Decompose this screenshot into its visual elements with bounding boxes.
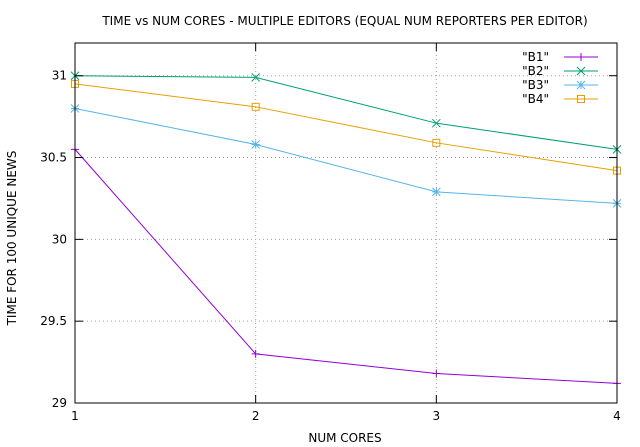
x-tick-label: 4 (613, 409, 621, 423)
axis-ticks: 29 29.5 30 30.5 31 1 2 3 4 (40, 43, 621, 423)
data-point (577, 53, 585, 61)
data-point (576, 80, 586, 90)
series-line (74, 75, 618, 150)
legend-label: "B1" (522, 50, 549, 64)
data-point (431, 187, 441, 197)
legend-label: "B2" (522, 64, 549, 78)
y-tick-label: 29 (52, 396, 67, 410)
data-point (251, 102, 260, 111)
series-group (70, 71, 622, 388)
data-point (431, 118, 441, 128)
data-point (251, 73, 261, 82)
series-1 (71, 145, 621, 388)
series-line (74, 149, 618, 384)
data-point (432, 138, 441, 147)
x-tick-label: 3 (433, 409, 441, 423)
y-tick-label: 31 (52, 69, 67, 83)
legend: "B1""B2""B3""B4" (522, 50, 598, 106)
legend-label: "B3" (522, 78, 549, 92)
chart-title: TIME vs NUM CORES - MULTIPLE EDITORS (EQ… (101, 14, 587, 28)
data-point (432, 369, 441, 378)
x-tick-label: 1 (71, 409, 79, 423)
y-tick-label: 29.5 (40, 314, 67, 328)
data-point (577, 95, 585, 103)
data-point (576, 66, 586, 76)
data-point (251, 349, 260, 358)
series-4 (71, 79, 621, 175)
x-tick-label: 2 (252, 409, 260, 423)
series-line (74, 107, 618, 204)
series-3 (70, 104, 622, 208)
y-tick-label: 30.5 (40, 151, 67, 165)
series-line (74, 83, 618, 172)
y-tick-label: 30 (52, 232, 67, 246)
data-point (251, 140, 261, 149)
x-axis-label: NUM CORES (308, 431, 381, 445)
y-axis-label: TIME FOR 100 UNIQUE NEWS (5, 151, 19, 327)
legend-label: "B4" (522, 92, 549, 106)
plot-frame (74, 42, 618, 404)
